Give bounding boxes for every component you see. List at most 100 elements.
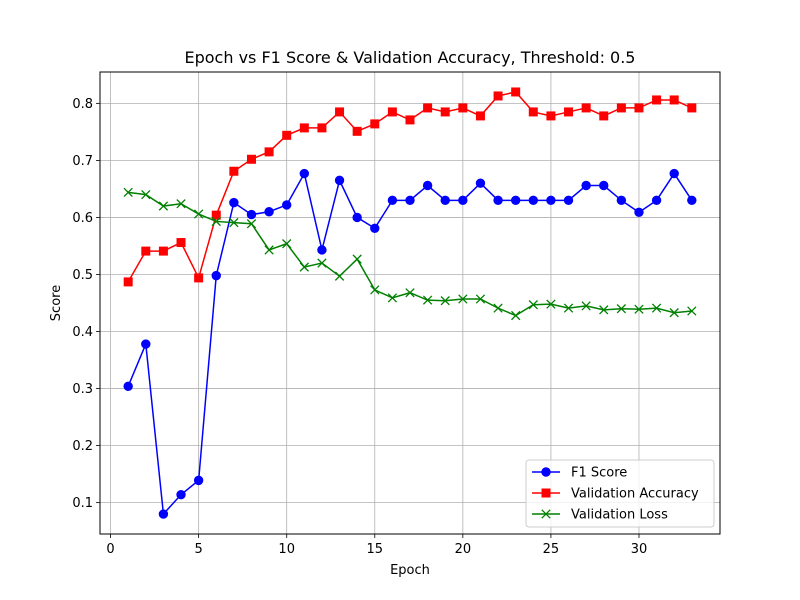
validation-loss-point [229,217,239,228]
f1-score-point [422,180,433,191]
validation-accuracy-point [158,246,168,256]
f1-score-point [282,200,292,210]
validation-accuracy-point [616,103,626,113]
validation-accuracy-point [229,166,239,176]
validation-loss-point [440,296,450,306]
validation-accuracy-point [423,103,433,113]
series-validation-accuracy [123,87,697,287]
legend-label: Validation Accuracy [571,487,699,502]
validation-accuracy-point [564,107,574,117]
f1-score-point [387,195,398,206]
x-tick-label: 25 [543,542,560,557]
plot-frame [99,71,721,535]
validation-accuracy-point [511,87,521,97]
validation-accuracy-point [475,111,485,121]
series-validation-loss [123,187,697,321]
validation-accuracy-point [299,123,309,133]
f1-score-point [493,195,503,206]
f1-score-point [211,270,221,281]
validation-loss-point [352,254,362,264]
y-tick-label: 0.6 [72,211,93,226]
f1-score-point [528,195,538,206]
validation-accuracy-point [141,246,151,256]
validation-loss-point [246,219,257,229]
validation-accuracy-point [282,130,292,140]
f1-score-point [334,175,345,186]
validation-loss-point [422,295,433,305]
validation-loss-point [651,303,662,313]
f1-score-point [176,489,186,500]
x-tick-label: 5 [194,542,202,557]
legend-item-f1-score: F1 Score [532,466,627,481]
validation-accuracy-point [581,103,591,113]
f1-score-point [687,195,697,206]
f1-score-point [475,178,486,188]
validation-accuracy-point [317,123,327,133]
f1-score-point [123,381,133,391]
validation-accuracy-point [370,119,380,129]
validation-loss-point [123,187,133,198]
validation-accuracy-point [405,115,415,125]
validation-accuracy-point [123,277,133,287]
validation-accuracy-point [211,210,221,220]
validation-accuracy-point [264,147,274,157]
validation-loss-point [581,301,591,311]
y-tick-label: 0.4 [72,325,93,340]
validation-accuracy-point [352,126,362,136]
plot-series [123,87,697,519]
y-tick-label: 0.1 [72,496,93,511]
f1-score-point [546,195,556,206]
validation-loss-point [158,201,169,211]
validation-loss-point [282,239,292,249]
f1-score-point [651,195,662,206]
validation-loss-point [458,294,468,304]
series-f1-score [123,168,697,519]
validation-accuracy-point [335,107,345,117]
validation-accuracy-point [194,273,204,283]
grid [100,72,720,534]
validation-accuracy-point [387,107,397,117]
validation-loss-point [317,258,327,268]
x-tick-label: 10 [278,542,295,557]
validation-accuracy-point [176,238,186,248]
x-tick-label: 20 [455,542,472,557]
y-tick-label: 0.2 [72,439,93,454]
validation-loss-point [616,304,627,314]
validation-loss-point [176,199,186,209]
f1-score-point [634,207,644,218]
validation-accuracy-point [669,95,679,105]
f1-score-point [440,195,450,206]
validation-accuracy-point [528,107,538,117]
validation-loss-point [687,306,697,316]
validation-accuracy-point [599,111,609,121]
f1-score-point [405,195,415,206]
validation-loss-point [599,305,609,315]
legend-label: Validation Loss [571,508,668,523]
validation-loss-point [493,303,503,313]
f1-score-point [158,509,169,519]
validation-loss-point [511,310,521,321]
validation-accuracy-point [687,103,697,113]
legend-label: F1 Score [571,466,627,481]
validation-loss-point [141,189,151,200]
f1-score-point [616,195,627,206]
validation-loss-point [299,262,309,272]
x-tick-label: 30 [631,542,648,557]
f1-score-point [563,195,574,206]
validation-accuracy-point [440,107,450,117]
x-tick-label: 15 [366,542,383,557]
f1-score-point [264,207,274,217]
f1-score-point [510,195,521,206]
f1-score-point [193,475,204,486]
f1-score-point [581,180,591,191]
chart-title: Epoch vs F1 Score & Validation Accuracy,… [185,48,636,67]
f1-score-point [141,339,151,349]
f1-score-point [370,223,380,233]
legend-swatch-marker [541,467,551,477]
f1-score-point [299,168,310,179]
validation-accuracy-point [634,103,644,113]
legend-item-validation-loss: Validation Loss [532,508,668,523]
x-tick-label: 0 [106,542,114,557]
validation-loss-point [563,303,574,313]
f1-score-point [599,180,609,191]
